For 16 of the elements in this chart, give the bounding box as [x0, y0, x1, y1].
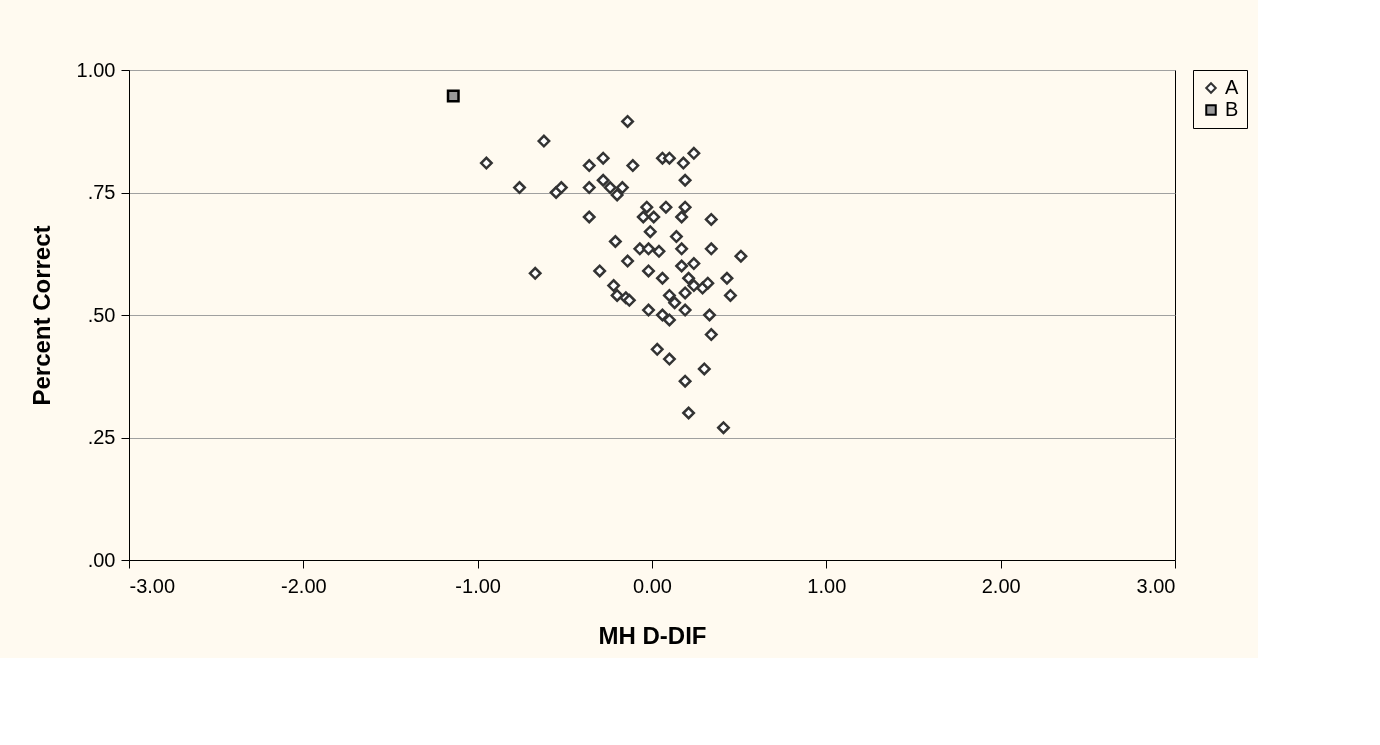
x-tick-label: 1.00 — [807, 574, 847, 597]
y-axis-title: Percent Correct — [27, 225, 55, 406]
x-tick-label: -1.00 — [455, 574, 501, 597]
x-tick-label: -3.00 — [129, 574, 176, 597]
y-tick-label: .25 — [87, 426, 116, 448]
y-tick-label: .50 — [87, 303, 116, 326]
x-tick-label: 0.00 — [633, 574, 672, 597]
x-tick-label: 3.00 — [1136, 574, 1176, 597]
x-tick-label: 2.00 — [981, 574, 1021, 597]
x-tick-label: -2.00 — [281, 574, 327, 597]
legend-label: A — [1225, 76, 1239, 98]
y-tick-label: .00 — [87, 548, 116, 571]
y-tick-label: 1.00 — [76, 58, 116, 81]
x-axis-title: MH D-DIF — [598, 621, 707, 649]
y-tick-label: .75 — [87, 181, 116, 203]
legend-label: B — [1225, 98, 1239, 120]
